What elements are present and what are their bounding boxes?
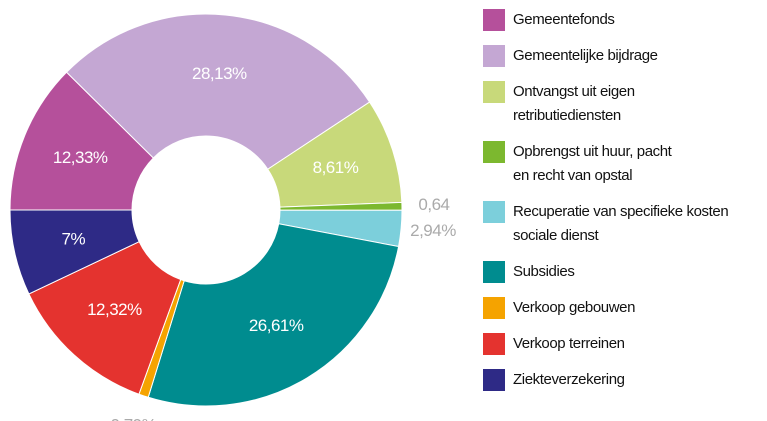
legend-swatch bbox=[483, 9, 505, 31]
legend-item: Ontvangst uit eigen retributiediensten bbox=[483, 80, 728, 128]
slice bbox=[147, 223, 400, 407]
legend-swatch bbox=[483, 81, 505, 103]
legend: Gemeentefonds Gemeentelijke bijdrage Ontva… bbox=[483, 8, 729, 392]
data-label: 7% bbox=[62, 229, 86, 248]
legend-swatch bbox=[483, 261, 505, 283]
legend-label: Ontvangst uit eigen retributiediensten bbox=[513, 83, 635, 124]
data-label: 0,79% bbox=[111, 416, 157, 421]
legend-item: Verkoop terreinen bbox=[483, 332, 728, 356]
legend-swatch bbox=[483, 333, 505, 355]
legend-label: Ziekteverzekering bbox=[513, 371, 625, 388]
legend-item: Subsidies bbox=[483, 260, 728, 284]
legend-label: Verkoop gebouwen bbox=[513, 299, 636, 316]
legend-item: Verkoop gebouwen bbox=[483, 296, 728, 320]
slice bbox=[28, 241, 182, 395]
data-label: 12,32% bbox=[87, 300, 142, 319]
data-label: 12,33% bbox=[53, 148, 108, 167]
chart: 12,33% 28,13% 8,61% 0,64 2,94% 26,61% 0,79% 12,… bbox=[9, 13, 457, 421]
legend-swatch bbox=[483, 369, 505, 391]
legend-swatch bbox=[483, 141, 505, 163]
legend-swatch bbox=[483, 297, 505, 319]
slice bbox=[9, 71, 155, 211]
legend-item: Opbrengst uit huur, pacht en recht van o… bbox=[483, 140, 728, 188]
data-label: 28,13% bbox=[192, 64, 247, 83]
data-label: 0,64 bbox=[418, 195, 449, 214]
data-label: 26,61% bbox=[249, 316, 304, 335]
data-label: 2,94% bbox=[410, 221, 456, 240]
legend-label: Recuperatie van specifieke kosten social… bbox=[513, 203, 729, 244]
legend-swatch bbox=[483, 45, 505, 67]
legend-label: Verkoop terreinen bbox=[513, 335, 625, 352]
slice bbox=[65, 13, 371, 170]
legend-item: Recuperatie van specifieke kosten social… bbox=[483, 200, 729, 248]
slice bbox=[9, 209, 140, 295]
legend-item: Ziekteverzekering bbox=[483, 368, 728, 392]
legend-label: Subsidies bbox=[513, 263, 575, 280]
legend-label: Gemeentefonds bbox=[513, 11, 615, 28]
legend-item: Gemeentefonds bbox=[483, 8, 728, 32]
legend-item: Gemeentelijke bijdrage bbox=[483, 44, 728, 68]
legend-label: Gemeentelijke bijdrage bbox=[513, 47, 658, 64]
legend-swatch bbox=[483, 201, 505, 223]
data-label: 8,61% bbox=[313, 158, 359, 177]
legend-label: Opbrengst uit huur, pacht en recht van o… bbox=[513, 143, 672, 184]
